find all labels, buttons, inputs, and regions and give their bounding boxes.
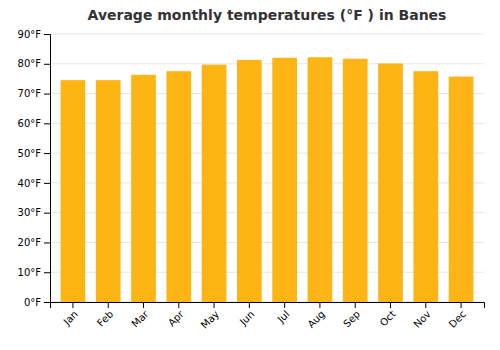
y-tick-mark <box>44 272 50 273</box>
bar <box>449 77 474 302</box>
x-tick: Feb <box>95 302 115 329</box>
y-tick-label: 0°F <box>24 297 41 308</box>
grid-line <box>50 34 484 35</box>
y-tick: 60°F <box>18 118 50 129</box>
x-tick-label: Mar <box>129 308 151 330</box>
y-tick-mark <box>44 34 50 35</box>
y-axis-line <box>44 35 51 303</box>
y-tick-mark <box>44 123 50 124</box>
x-tick-label: Oct <box>378 308 398 328</box>
x-tick-mark <box>355 302 356 308</box>
x-tick: Jul <box>275 302 292 325</box>
bar <box>378 63 403 302</box>
y-tick-mark <box>44 213 50 214</box>
x-tick: Jun <box>237 302 257 328</box>
y-tick: 40°F <box>18 178 50 189</box>
y-tick-label: 70°F <box>18 88 42 99</box>
x-tick: Oct <box>378 302 398 328</box>
bar <box>413 71 438 302</box>
x-tick-mark <box>319 302 320 308</box>
y-tick: 90°F <box>18 29 50 40</box>
x-tick-label: Nov <box>411 308 433 330</box>
bars <box>61 57 474 302</box>
grid <box>50 34 484 302</box>
x-tick-label: May <box>199 308 221 330</box>
x-tick: May <box>199 302 221 331</box>
y-axis: 0°F 10°F 20°F 30°F 40°F 50°F 60°F 70°F 80°F 90°F <box>18 29 51 308</box>
x-tick-mark <box>108 302 109 308</box>
x-tick-mark <box>214 302 215 308</box>
x-tick-label: Jul <box>275 308 292 325</box>
x-tick-mark <box>178 302 179 308</box>
y-tick-label: 40°F <box>18 178 42 189</box>
x-tick: Mar <box>129 302 151 329</box>
y-tick: 20°F <box>18 237 50 248</box>
x-tick-label: Jun <box>237 308 257 328</box>
chart: 0°F 10°F 20°F 30°F 40°F 50°F 60°F 70°F 80°F 90°F J… <box>0 0 500 350</box>
x-axis-line <box>51 303 485 309</box>
y-tick-label: 60°F <box>18 118 42 129</box>
x-tick-label: Sep <box>341 308 362 329</box>
y-tick-mark <box>44 183 50 184</box>
x-tick: Sep <box>341 302 362 329</box>
y-tick-mark <box>44 64 50 65</box>
y-tick-mark <box>44 153 50 154</box>
x-tick: Jan <box>61 302 80 328</box>
y-tick-label: 80°F <box>18 58 42 69</box>
y-tick-label: 30°F <box>18 207 42 218</box>
x-tick-label: Dec <box>447 308 468 329</box>
y-tick: 50°F <box>18 148 50 159</box>
bar <box>202 65 227 302</box>
x-tick-label: Aug <box>305 308 327 330</box>
y-tick: 80°F <box>18 58 50 69</box>
bar <box>131 75 156 302</box>
bar <box>166 71 191 302</box>
bar <box>237 60 262 302</box>
x-tick-label: Feb <box>95 308 115 328</box>
bar <box>96 80 121 302</box>
x-tick-mark <box>72 302 73 308</box>
x-tick: Apr <box>166 302 187 328</box>
x-tick: Nov <box>411 302 433 330</box>
x-tick-mark <box>284 302 285 308</box>
y-tick-label: 50°F <box>18 148 42 159</box>
x-tick-mark <box>390 302 391 308</box>
y-tick-mark <box>44 242 50 243</box>
grid-line <box>50 63 484 64</box>
x-tick: Aug <box>305 302 327 330</box>
x-tick-mark <box>461 302 462 308</box>
plot-area: 0°F 10°F 20°F 30°F 40°F 50°F 60°F 70°F 80°F 90°F J… <box>18 29 485 331</box>
bar <box>272 58 297 302</box>
y-tick: 70°F <box>18 88 50 99</box>
y-tick-label: 10°F <box>18 267 42 278</box>
x-tick-mark <box>143 302 144 308</box>
x-axis: Jan Feb Mar Apr May Jun Jul Aug Sep Oct Nov Dec <box>51 302 485 331</box>
y-tick-mark <box>44 302 50 303</box>
x-tick-mark <box>425 302 426 308</box>
x-tick-label: Apr <box>166 308 187 329</box>
title: Average monthly temperatures (°F ) in Ba… <box>88 7 447 23</box>
y-tick: 10°F <box>18 267 50 278</box>
bar <box>61 80 86 302</box>
x-tick: Dec <box>447 302 468 330</box>
x-tick-mark <box>249 302 250 308</box>
bar <box>308 57 333 302</box>
y-tick: 30°F <box>18 207 50 218</box>
y-tick-label: 90°F <box>18 29 42 40</box>
y-tick-mark <box>44 94 50 95</box>
y-tick: 0°F <box>24 297 50 308</box>
x-tick-label: Jan <box>61 308 80 327</box>
bar <box>343 59 368 302</box>
y-tick-label: 20°F <box>18 237 42 248</box>
